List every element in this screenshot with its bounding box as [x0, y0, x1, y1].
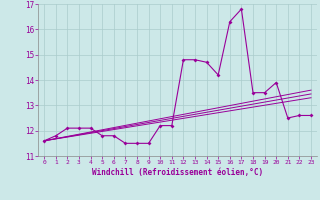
X-axis label: Windchill (Refroidissement éolien,°C): Windchill (Refroidissement éolien,°C)	[92, 168, 263, 177]
